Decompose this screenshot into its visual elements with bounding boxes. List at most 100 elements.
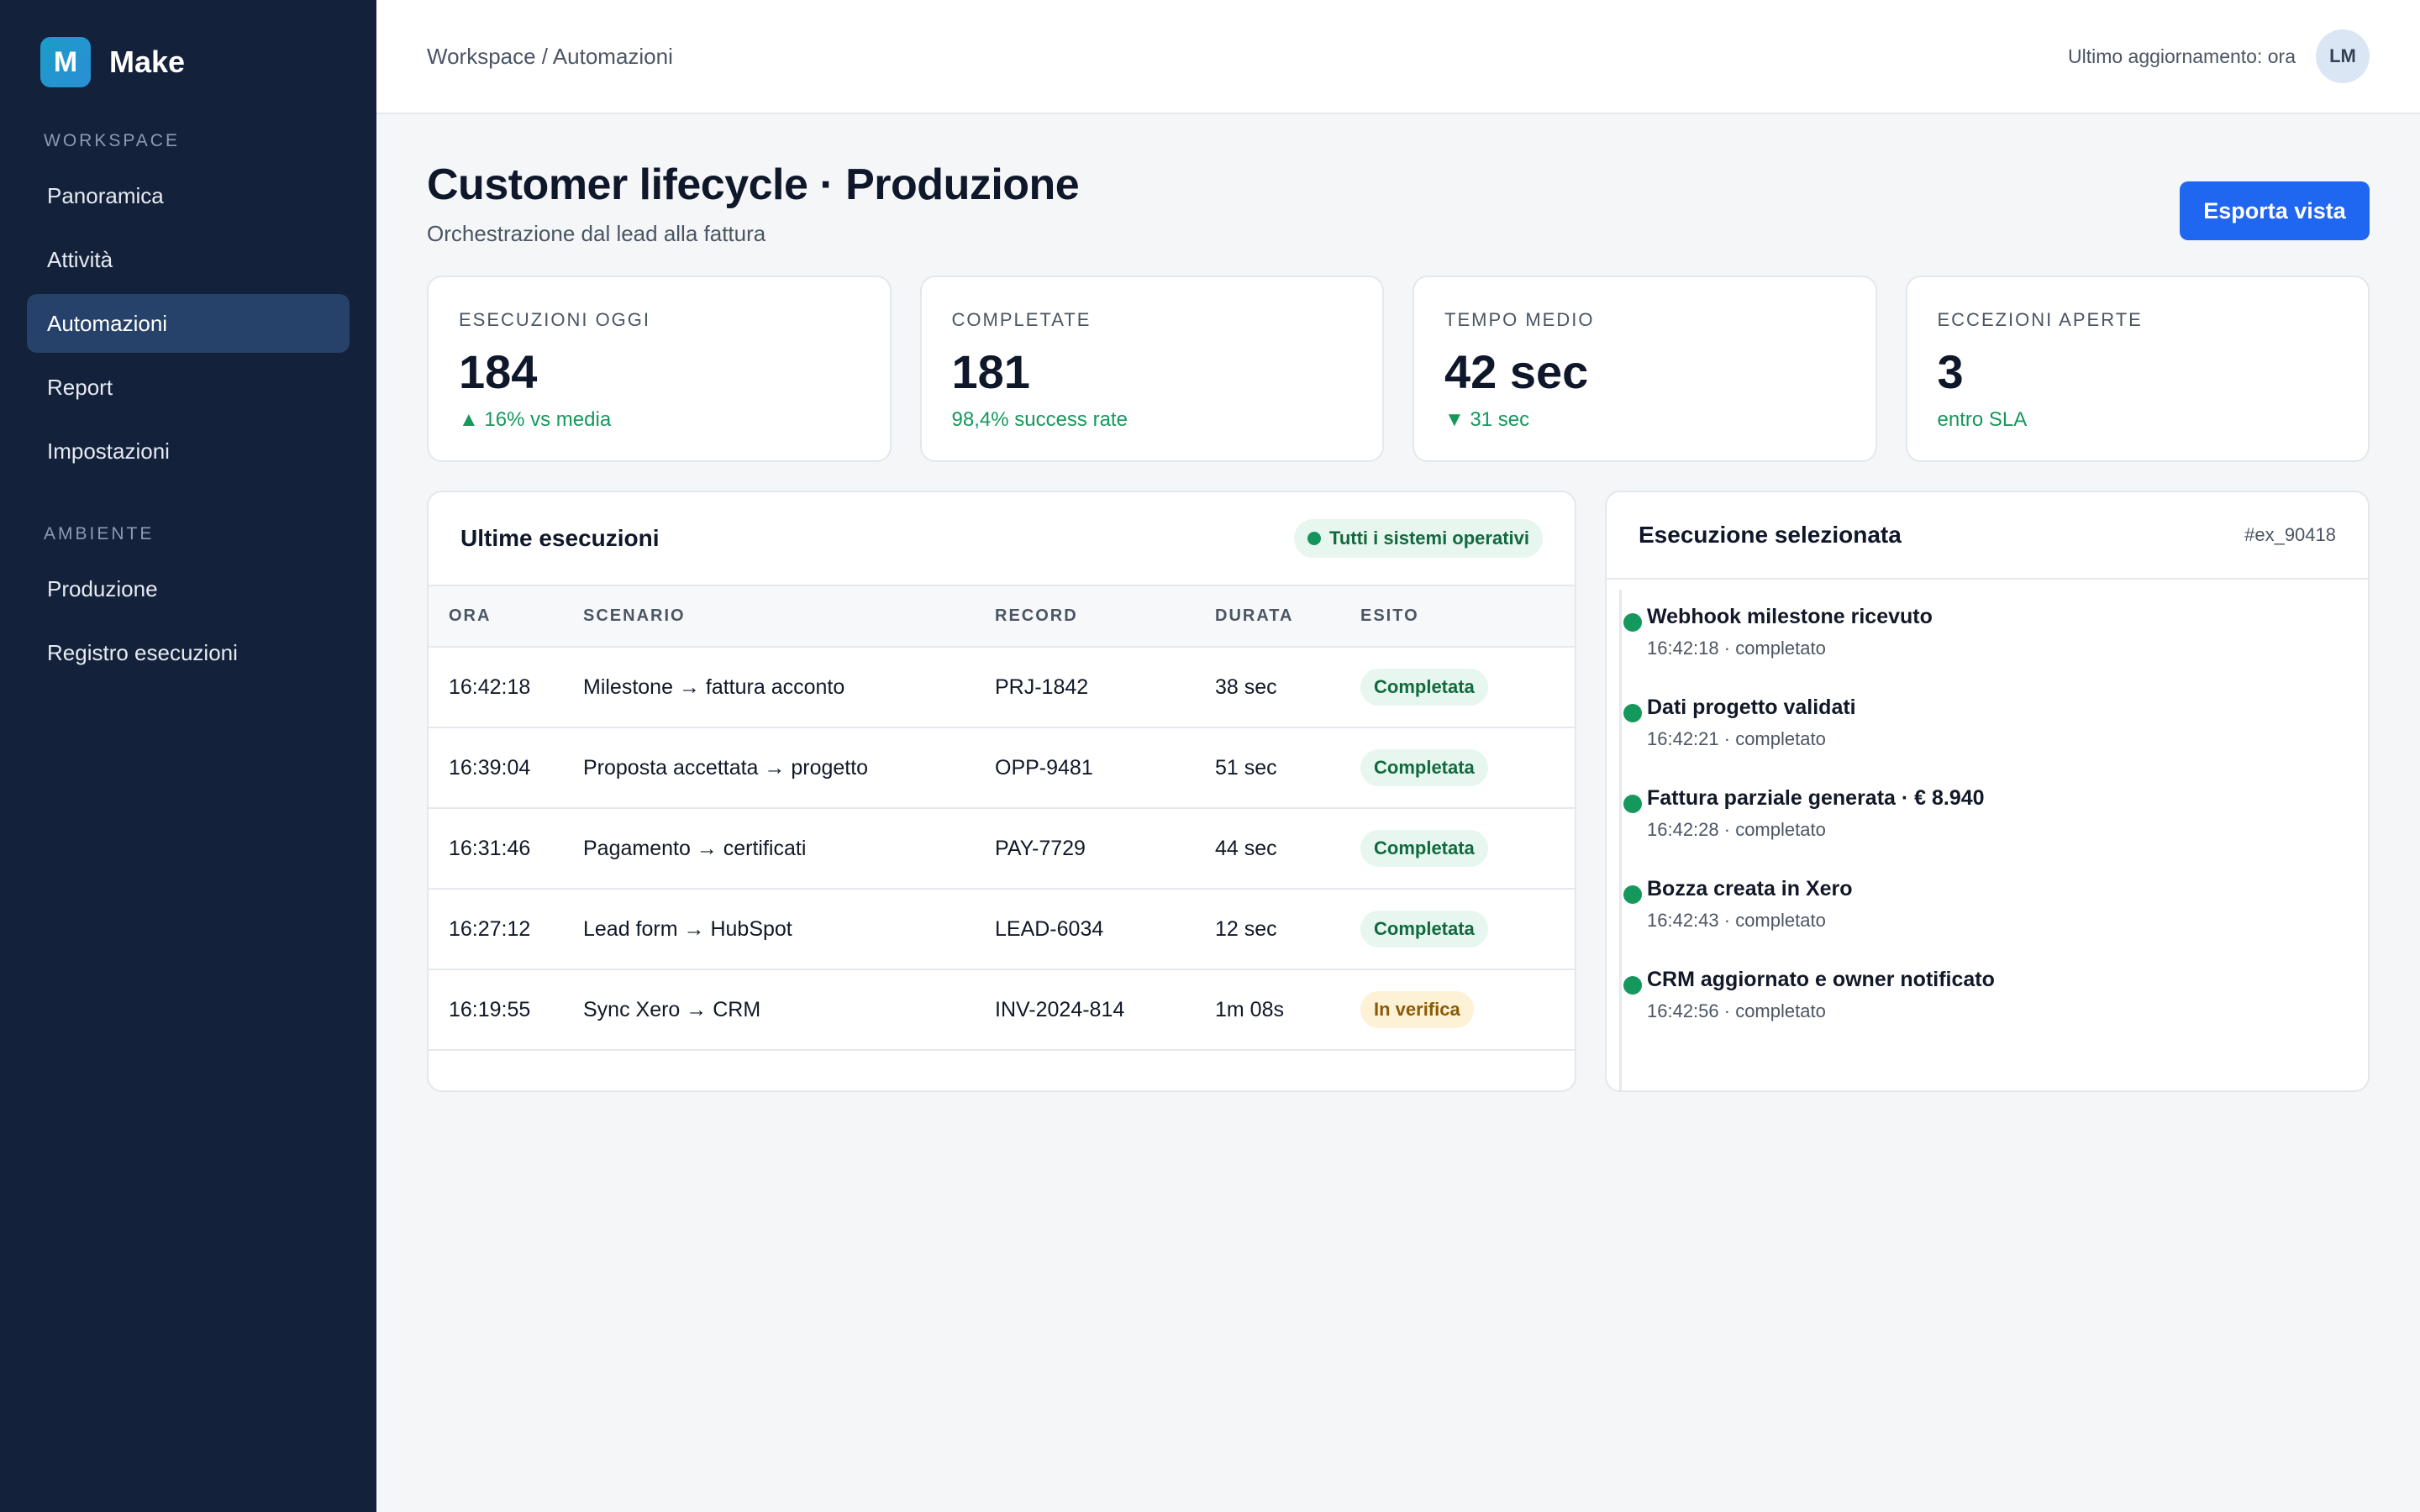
topbar-right: Ultimo aggiornamento: ora LM	[2068, 29, 2370, 83]
selected-execution-title: Esecuzione selezionata	[1639, 522, 1902, 548]
cell-time: 16:31:46	[429, 808, 583, 890]
sidebar-item-produzione[interactable]: Produzione	[47, 575, 158, 601]
execution-timeline: Webhook milestone ricevuto 16:42:18 · co…	[1607, 580, 2368, 1090]
main: Workspace / Automazioni Ultimo aggiornam…	[376, 0, 2420, 1512]
step-title: Fattura parziale generata · € 8.940	[1647, 786, 1985, 810]
step-meta: 16:42:18 · completato	[1647, 638, 1826, 659]
content: Customer lifecycle · Produzione Orchestr…	[376, 114, 2420, 1092]
timeline-step: Fattura parziale generata · € 8.940 16:4…	[1623, 786, 2368, 877]
step-meta: 16:42:21 · completato	[1647, 728, 1826, 749]
column-header-record[interactable]: RECORD	[995, 606, 1078, 625]
outcome-badge: In verifica	[1360, 991, 1474, 1028]
breadcrumb[interactable]: Workspace / Automazioni	[427, 43, 673, 69]
kpi-value: 42 sec	[1444, 345, 1589, 398]
sidebar: M Make WORKSPACE Panoramica Attività Aut…	[0, 0, 376, 1512]
step-meta: 16:42:43 · completato	[1647, 910, 1826, 931]
outcome-badge: Completata	[1360, 749, 1488, 786]
nav-section-ambiente: AMBIENTE	[44, 524, 155, 543]
kpi-label: ECCEZIONI APERTE	[1937, 309, 2143, 330]
sidebar-item-report[interactable]: Report	[47, 374, 113, 400]
selected-execution-header: Esecuzione selezionata #ex_90418	[1607, 492, 2368, 580]
cell-time: 16:39:04	[429, 727, 583, 809]
page-header: Customer lifecycle · Produzione Orchestr…	[427, 160, 2370, 267]
cell-record: PAY-7729	[995, 808, 1215, 890]
kpi-row: ESECUZIONI OGGI 184 ▲ 16% vs media COMPL…	[427, 276, 2370, 462]
step-title: CRM aggiornato e owner notificato	[1647, 968, 1995, 991]
table-row[interactable]: 16:42:18 Milestone → fattura acconto PRJ…	[429, 647, 1575, 728]
cell-record: INV-2024-814	[995, 969, 1215, 1051]
column-header-esito[interactable]: ESITO	[1360, 606, 1419, 625]
sidebar-item-attivita[interactable]: Attività	[47, 246, 113, 272]
cell-scenario: Milestone → fattura acconto	[583, 647, 995, 728]
kpi-value: 181	[951, 345, 1030, 398]
cell-scenario: Lead form → HubSpot	[583, 889, 995, 970]
kpi-value: 184	[459, 345, 538, 398]
outcome-badge: Completata	[1360, 911, 1488, 948]
executions-table: ORA SCENARIO RECORD DURATA ESITO 16:42:1…	[429, 586, 1575, 1051]
brand[interactable]: M Make	[0, 37, 376, 87]
step-title: Webhook milestone ricevuto	[1647, 605, 1933, 628]
column-header-scenario[interactable]: SCENARIO	[583, 606, 686, 625]
step-title: Dati progetto validati	[1647, 696, 1856, 719]
cell-outcome: Completata	[1360, 808, 1575, 890]
step-title: Bozza creata in Xero	[1647, 877, 1853, 900]
column-header-ora[interactable]: ORA	[449, 606, 492, 625]
cell-outcome: Completata	[1360, 889, 1575, 970]
kpi-note: 98,4% success rate	[951, 407, 1128, 431]
kpi-card-completate: COMPLETATE 181 98,4% success rate	[919, 276, 1384, 462]
cell-record: OPP-9481	[995, 727, 1215, 809]
execution-id: #ex_90418	[2244, 524, 2336, 545]
table-row[interactable]: 16:19:55 Sync Xero → CRM INV-2024-814 1m…	[429, 969, 1575, 1051]
kpi-label: COMPLETATE	[951, 309, 1092, 330]
nav-section-workspace: WORKSPACE	[44, 131, 180, 150]
page-subtitle: Orchestrazione dal lead alla fattura	[427, 221, 766, 247]
kpi-label: TEMPO MEDIO	[1444, 309, 1595, 330]
executions-panel: Ultime esecuzioni Tutti i sistemi operat…	[427, 491, 1576, 1092]
status-text: Tutti i sistemi operativi	[1329, 528, 1529, 549]
cell-duration: 51 sec	[1215, 727, 1360, 809]
timeline-step: Bozza creata in Xero 16:42:43 · completa…	[1623, 877, 2368, 968]
step-meta: 16:42:28 · completato	[1647, 819, 1826, 840]
kpi-value: 3	[1937, 345, 1964, 398]
step-complete-icon	[1623, 704, 1642, 722]
timeline-step: Dati progetto validati 16:42:21 · comple…	[1623, 696, 2368, 786]
kpi-card-tempo-medio: TEMPO MEDIO 42 sec ▼ 31 sec	[1413, 276, 1877, 462]
executions-panel-header: Ultime esecuzioni Tutti i sistemi operat…	[429, 492, 1575, 586]
cell-scenario: Sync Xero → CRM	[583, 969, 995, 1051]
cell-duration: 44 sec	[1215, 808, 1360, 890]
sidebar-item-automazioni[interactable]: Automazioni	[27, 294, 350, 353]
timeline-step: CRM aggiornato e owner notificato 16:42:…	[1623, 968, 2368, 1058]
cell-scenario: Proposta accettata → progetto	[583, 727, 995, 809]
column-header-durata[interactable]: DURATA	[1215, 606, 1294, 625]
table-row[interactable]: 16:39:04 Proposta accettata → progetto O…	[429, 727, 1575, 809]
table-row[interactable]: 16:27:12 Lead form → HubSpot LEAD-6034 1…	[429, 889, 1575, 970]
cell-time: 16:19:55	[429, 969, 583, 1051]
executions-title: Ultime esecuzioni	[460, 525, 660, 551]
page-title: Customer lifecycle · Produzione	[427, 160, 1080, 209]
timeline-step: Webhook milestone ricevuto 16:42:18 · co…	[1623, 605, 2368, 696]
cell-scenario: Pagamento → certificati	[583, 808, 995, 890]
table-row[interactable]: 16:31:46 Pagamento → certificati PAY-772…	[429, 808, 1575, 890]
last-update: Ultimo aggiornamento: ora	[2067, 45, 2296, 67]
step-meta: 16:42:56 · completato	[1647, 1000, 1826, 1021]
sidebar-item-registro-esecuzioni[interactable]: Registro esecuzioni	[47, 639, 238, 665]
sidebar-item-panoramica[interactable]: Panoramica	[47, 182, 164, 208]
cell-time: 16:27:12	[429, 889, 583, 970]
sidebar-item-impostazioni[interactable]: Impostazioni	[47, 438, 170, 464]
cell-outcome: Completata	[1360, 727, 1575, 809]
export-view-button[interactable]: Esporta vista	[2180, 181, 2370, 240]
panels: Ultime esecuzioni Tutti i sistemi operat…	[427, 491, 2370, 1092]
step-complete-icon	[1623, 885, 1642, 904]
selected-execution-panel: Esecuzione selezionata #ex_90418 Webhook…	[1605, 491, 2370, 1092]
table-header-row: ORA SCENARIO RECORD DURATA ESITO	[429, 586, 1575, 647]
avatar[interactable]: LM	[2316, 29, 2370, 83]
topbar: Workspace / Automazioni Ultimo aggiornam…	[376, 0, 2420, 114]
cell-record: LEAD-6034	[995, 889, 1215, 970]
outcome-badge: Completata	[1360, 830, 1488, 867]
step-complete-icon	[1623, 795, 1642, 813]
cell-duration: 38 sec	[1215, 647, 1360, 728]
timeline-line	[1619, 590, 1622, 1090]
cell-duration: 12 sec	[1215, 889, 1360, 970]
cell-time: 16:42:18	[429, 647, 583, 728]
